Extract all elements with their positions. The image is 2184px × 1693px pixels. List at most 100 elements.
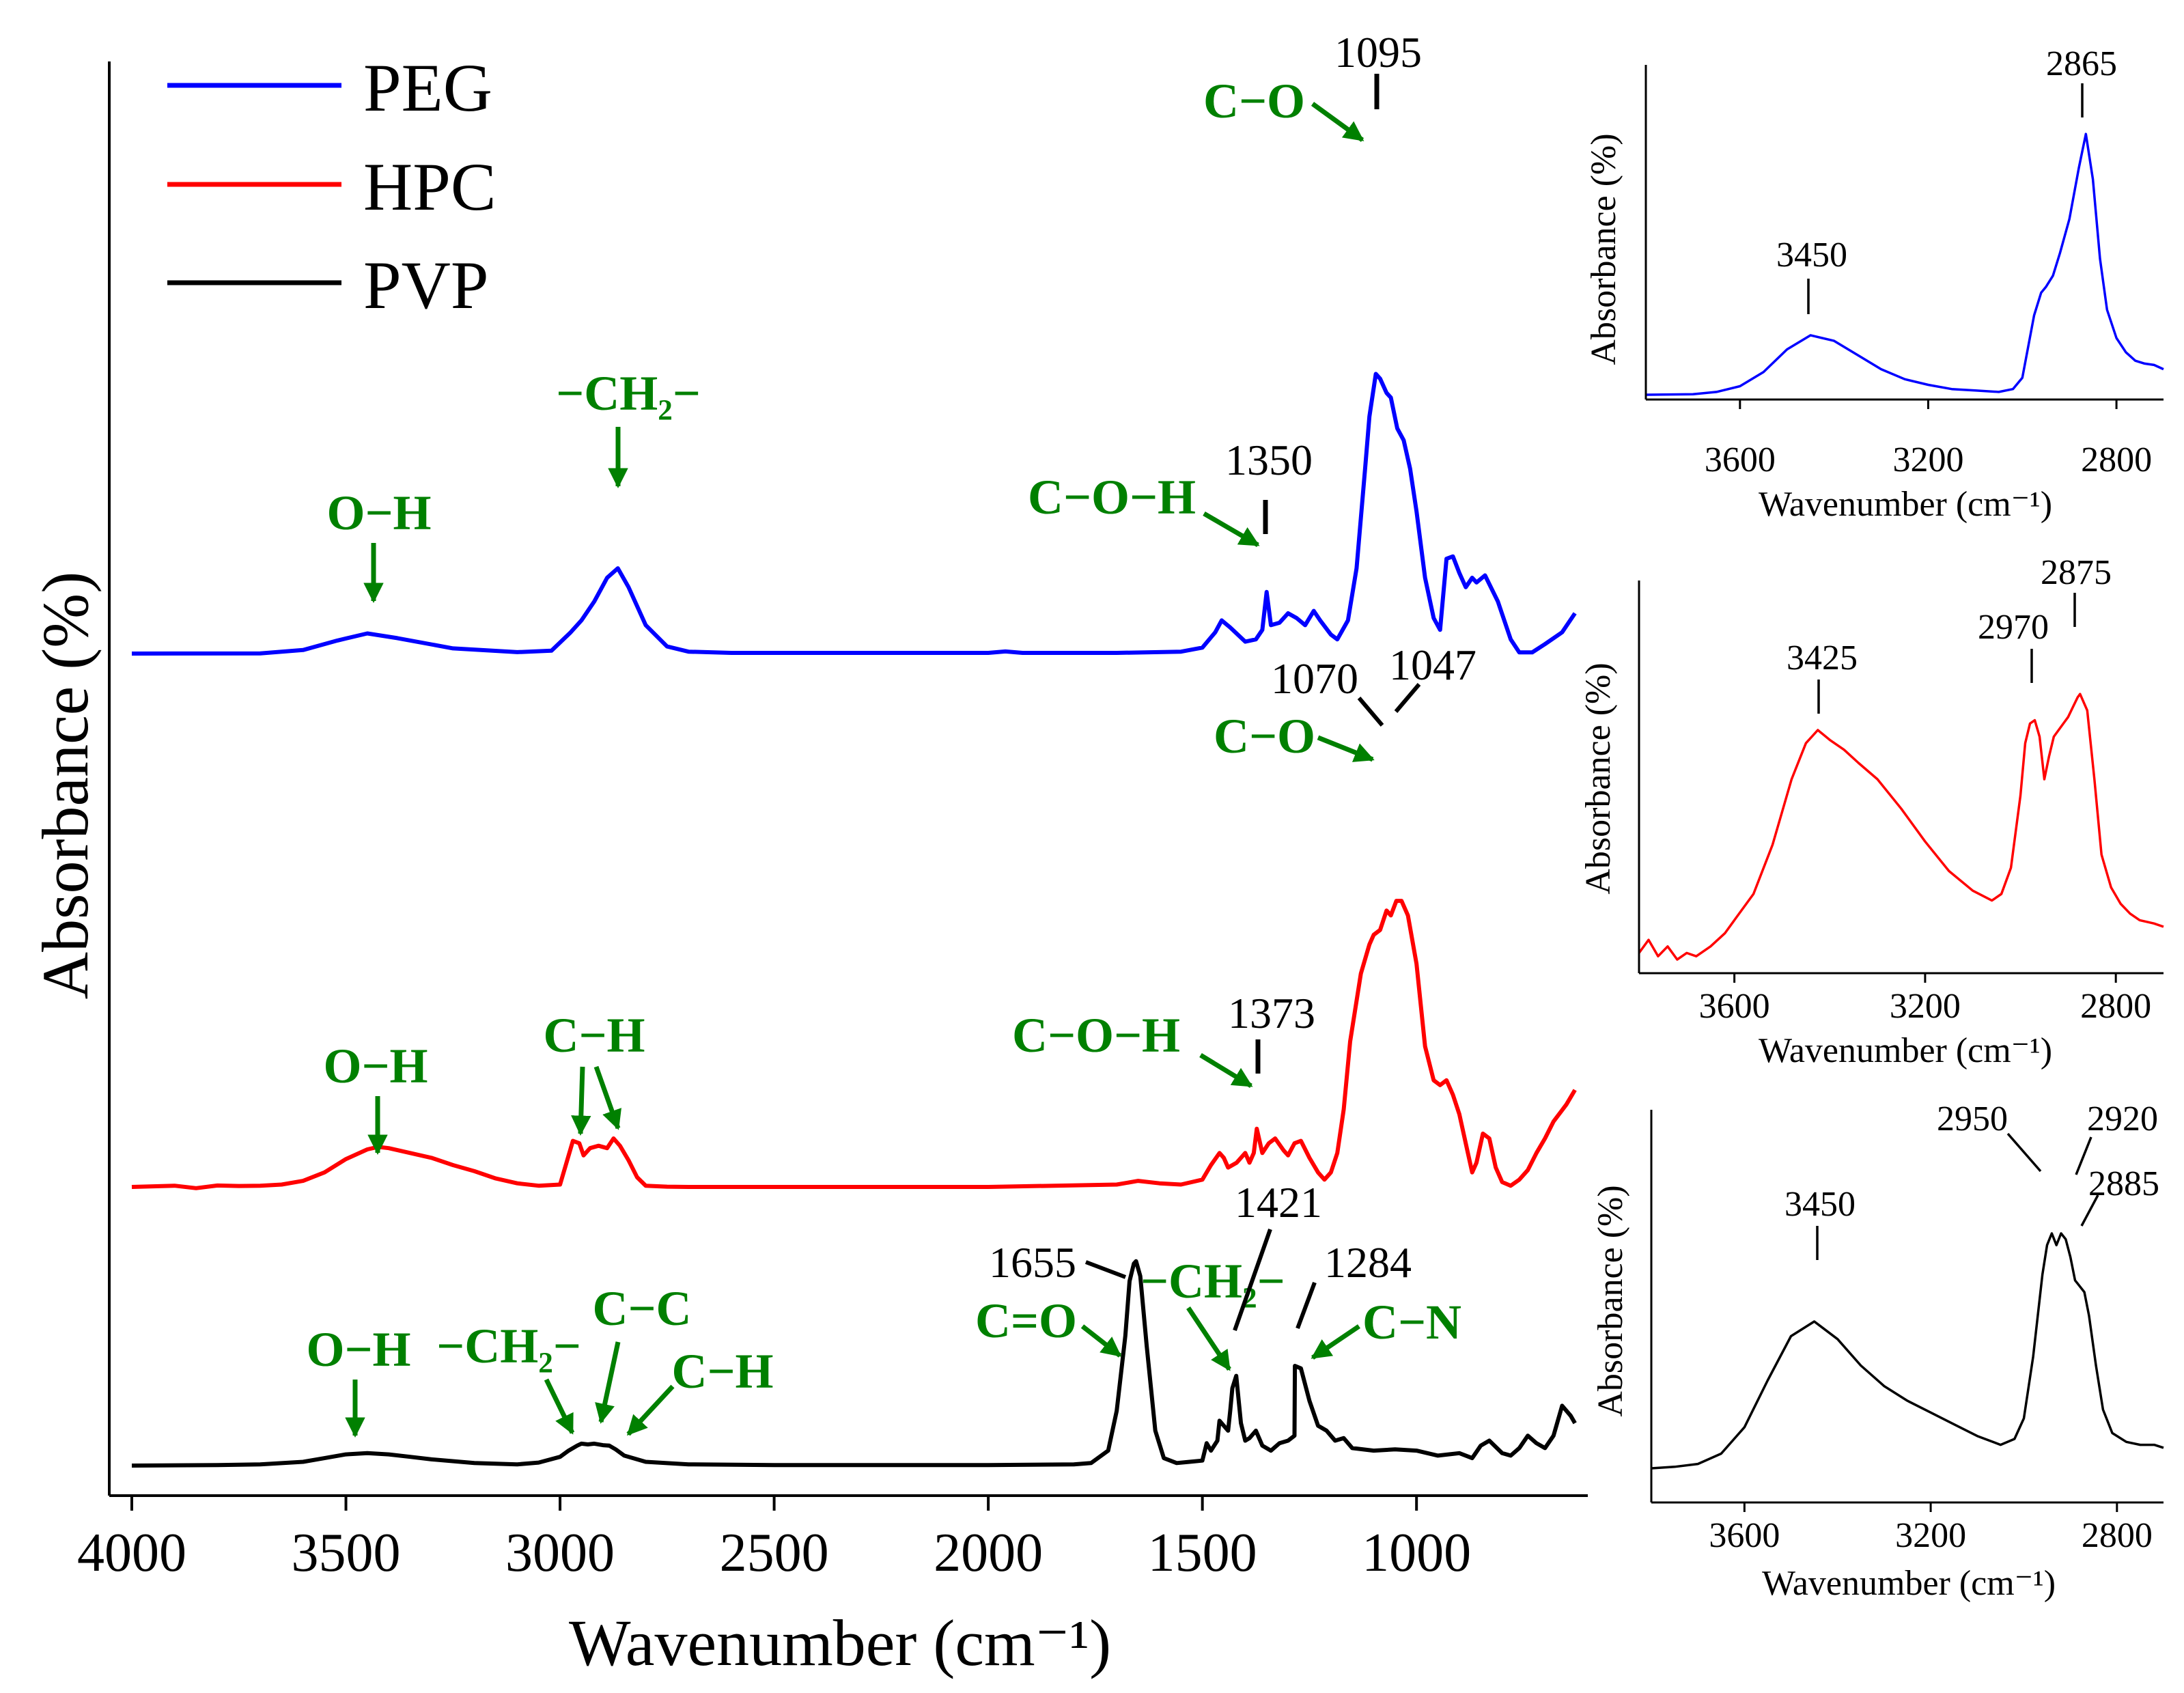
- inset-peg-x-ticks: 3600 3200 2800: [1705, 400, 2152, 479]
- arrow-pvp-ch2: [1186, 1306, 1231, 1371]
- legend-label-pvp: PVP: [363, 247, 488, 323]
- main-series-pvp: [131, 1259, 1577, 1468]
- pvp-annotations: 1655 C=O −CH₂− 1421 1284 C−N O−H −CH₂− C…: [306, 1178, 1461, 1438]
- peak-label-hpc-1373: 1373: [1228, 989, 1315, 1037]
- arrow-pvp-cn: [1311, 1324, 1360, 1360]
- inset-pvp-label-3450: 3450: [1784, 1185, 1856, 1224]
- main-series-peg: [131, 372, 1577, 656]
- group-label-pvp-co: C=O: [975, 1293, 1077, 1348]
- legend-label-hpc: HPC: [363, 149, 496, 225]
- inset-pvp-label-2920: 2920: [2087, 1100, 2158, 1138]
- inset-hpc-x-tick-label: 3200: [1890, 987, 1961, 1026]
- inset-hpc-label-2970: 2970: [1978, 608, 2049, 647]
- group-label-pvp-cn: C−N: [1362, 1295, 1461, 1349]
- inset-pvp: 3600 3200 2800 Wavenumber (cm⁻¹) Absorbanc…: [1591, 1100, 2164, 1603]
- group-label-pvp-oh: O−H: [306, 1322, 410, 1377]
- main-x-axis-label: Wavenumber (cm⁻¹): [569, 1606, 1111, 1679]
- arrow-hpc-ch-2: [593, 1065, 621, 1130]
- group-label-peg-co: C−O: [1203, 74, 1305, 128]
- inset-peg-x-tick-label: 3200: [1892, 440, 1963, 479]
- inset-hpc-series-group: [1638, 692, 2164, 961]
- inset-series-hpc: [1638, 692, 2164, 961]
- inset-hpc-label-3425: 3425: [1787, 639, 1858, 677]
- peak-label-pvp-1655: 1655: [989, 1238, 1076, 1287]
- inset-pvp-x-ticks: 3600 3200 2800: [1709, 1502, 2153, 1555]
- inset-pvp-label-2950: 2950: [1937, 1100, 2008, 1138]
- peak-tick-pvp-1655: [1084, 1260, 1127, 1279]
- inset-pvp-y-axis-label: Absorbance (%): [1591, 1185, 1630, 1416]
- main-x-tick-label: 3000: [505, 1523, 615, 1583]
- group-label-pvp-cc: C−C: [592, 1281, 691, 1336]
- peak-label-hpc-1070: 1070: [1271, 654, 1358, 703]
- peak-tick-hpc-1047: [1394, 683, 1421, 713]
- peak-label-peg-1095: 1095: [1334, 28, 1422, 76]
- peak-label-pvp-1284: 1284: [1324, 1238, 1412, 1287]
- main-x-tick-label: 4000: [77, 1523, 186, 1583]
- group-label-pvp-ch: C−H: [671, 1344, 773, 1399]
- inset-hpc-x-axis-label: Wavenumber (cm⁻¹): [1759, 1031, 2052, 1070]
- arrow-hpc-coh: [1199, 1053, 1253, 1088]
- peak-tick-pvp-1421: [1233, 1229, 1272, 1331]
- arrow-peg-coh: [1203, 511, 1260, 548]
- inset-peg-label-3450: 3450: [1776, 236, 1847, 275]
- inset-pvp-label-2885: 2885: [2088, 1164, 2159, 1203]
- inset-series-peg: [1645, 132, 2164, 396]
- inset-peg-x-axis-label: Wavenumber (cm⁻¹): [1759, 485, 2052, 524]
- peak-tick-pvp-1284: [1296, 1281, 1317, 1330]
- arrow-hpc-co: [1317, 735, 1375, 762]
- inset-peg-x-tick-label: 3600: [1705, 440, 1776, 479]
- inset-peg-series-group: [1645, 132, 2164, 396]
- arrow-peg-co: [1311, 102, 1364, 142]
- legend-label-peg: PEG: [363, 50, 492, 126]
- inset-peg-x-tick-label: 2800: [2081, 440, 2152, 479]
- group-label-pvp-ch2b: −CH₂−: [436, 1319, 581, 1373]
- group-label-hpc-ch: C−H: [543, 1008, 645, 1063]
- main-x-tick-label: 2000: [934, 1523, 1043, 1583]
- main-series-hpc: [131, 899, 1577, 1190]
- inset-pvp-tick-2920: [2075, 1136, 2092, 1175]
- group-label-peg-oh: O−H: [326, 486, 431, 540]
- arrow-hpc-ch-1: [571, 1066, 591, 1136]
- main-x-tick-label: 2500: [720, 1523, 829, 1583]
- inset-pvp-tick-2885: [2080, 1194, 2099, 1227]
- group-label-pvp-ch2: −CH₂−: [1140, 1254, 1285, 1309]
- group-label-peg-ch2: −CH₂−: [556, 366, 701, 421]
- peak-label-pvp-1421: 1421: [1235, 1178, 1322, 1227]
- inset-pvp-tick-2950: [2006, 1132, 2042, 1173]
- arrow-pvp-ch: [626, 1384, 675, 1436]
- main-x-ticks: 4000 3500 3000 2500 2000 1500 1000: [77, 1496, 1471, 1583]
- group-label-hpc-co: C−O: [1214, 709, 1315, 764]
- inset-peg-y-axis-label: Absorbance (%): [1584, 133, 1623, 365]
- hpc-annotations: 1070 1047 C−O 1373 C−O−H C−H O−H: [323, 641, 1476, 1155]
- inset-pvp-series-group: [1651, 1232, 2164, 1470]
- inset-series-pvp: [1651, 1232, 2164, 1470]
- peak-label-hpc-1047: 1047: [1389, 641, 1476, 689]
- inset-peg: 3600 3200 2800 Wavenumber (cm⁻¹) Absorbanc…: [1584, 44, 2164, 524]
- main-x-tick-label: 3500: [292, 1523, 401, 1583]
- peak-tick-hpc-1070: [1357, 697, 1384, 727]
- main-y-axis-label: Absorbance (%): [29, 572, 102, 999]
- inset-hpc: 3600 3200 2800 Wavenumber (cm⁻¹) Absorbanc…: [1579, 553, 2164, 1070]
- inset-hpc-y-axis-label: Absorbance (%): [1579, 662, 1618, 894]
- group-label-hpc-coh: C−O−H: [1012, 1008, 1180, 1063]
- peak-label-peg-1350: 1350: [1225, 436, 1313, 484]
- arrow-pvp-cc: [595, 1341, 621, 1424]
- peg-annotations: 1095 C−O 1350 C−O−H −CH₂− O−H: [326, 28, 1422, 603]
- legend: PEG HPC PVP: [167, 50, 496, 323]
- inset-hpc-x-ticks: 3600 3200 2800: [1699, 973, 2151, 1026]
- main-x-tick-label: 1500: [1148, 1523, 1257, 1583]
- inset-pvp-x-tick-label: 3600: [1709, 1516, 1780, 1555]
- arrow-pvp-ch2b: [544, 1378, 575, 1435]
- arrow-pvp-co: [1080, 1324, 1122, 1358]
- group-label-peg-coh: C−O−H: [1028, 470, 1196, 524]
- inset-pvp-x-tick-label: 3200: [1895, 1516, 1966, 1555]
- inset-hpc-x-tick-label: 3600: [1699, 987, 1770, 1026]
- inset-pvp-x-axis-label: Wavenumber (cm⁻¹): [1762, 1564, 2056, 1603]
- main-x-tick-label: 1000: [1362, 1523, 1471, 1583]
- main-series-group: [131, 372, 1577, 1468]
- main-chart: 4000 3500 3000 2500 2000 1500 1000 Wavenumber …: [29, 28, 1588, 1679]
- inset-peg-label-2865: 2865: [2046, 44, 2117, 83]
- inset-pvp-x-tick-label: 2800: [2082, 1516, 2153, 1555]
- group-label-hpc-oh: O−H: [323, 1039, 428, 1093]
